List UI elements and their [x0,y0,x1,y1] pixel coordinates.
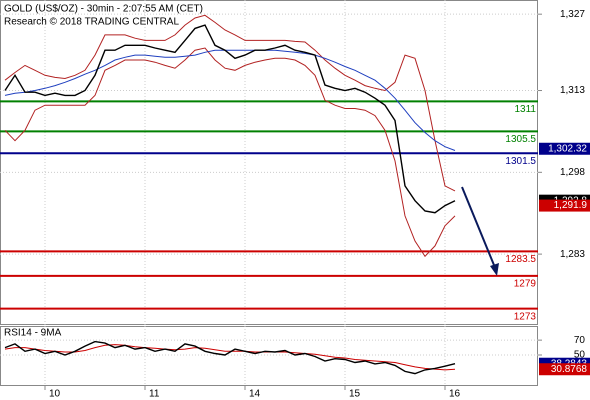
price-tag [539,363,590,376]
x-tick-label: 10 [49,389,61,400]
level-label: 1273 [514,311,537,322]
level-label: 1283.5 [505,254,536,265]
x-tick-label: 14 [249,389,261,400]
forecast-arrow [461,186,497,271]
y-tick-label: 1,298 [560,167,585,178]
forecast-arrowhead [490,263,499,276]
main-layer: 1,327 1,313 1,298 1,283 1311 1305.5 1301.5 1283… [0,0,590,325]
x-tick-label: 15 [349,389,361,400]
y-tick-label: 1,313 [560,85,585,96]
chart-title: GOLD (US$/OZ) - 30min - 2:07:55 AM (CET) [4,4,203,15]
price-tag-label: 1,291.9 [554,200,588,211]
y-tick-label: 50 [574,350,586,361]
rsi-panel [0,326,538,386]
rsi-title: RSI14 - 9MA [4,328,62,339]
price-tag-label: 30.8768 [551,364,588,375]
series-line [4,24,456,214]
price-tag [539,142,590,155]
price-tag [539,199,590,212]
main-panel [0,0,538,325]
y-tick-label: 1,283 [560,249,585,260]
series-line [4,47,456,258]
y-tick-label: 1,327 [560,9,585,20]
rsi-layer: 705038.284330.8768 [0,326,590,387]
price-tag-label: 1,302.32 [548,143,587,154]
level-label: 1305.5 [505,134,536,145]
series-line [4,49,456,151]
y-tick-label: 70 [574,335,586,346]
x-tick-label: 11 [149,389,160,400]
level-label: 1311 [514,104,536,115]
x-tick-label: 16 [449,389,461,400]
chart-subtitle: Research © 2018 TRADING CENTRAL [4,17,179,28]
series-line [4,14,456,192]
level-label: 1279 [514,279,537,290]
level-label: 1301.5 [505,156,536,167]
series-line [4,340,456,375]
